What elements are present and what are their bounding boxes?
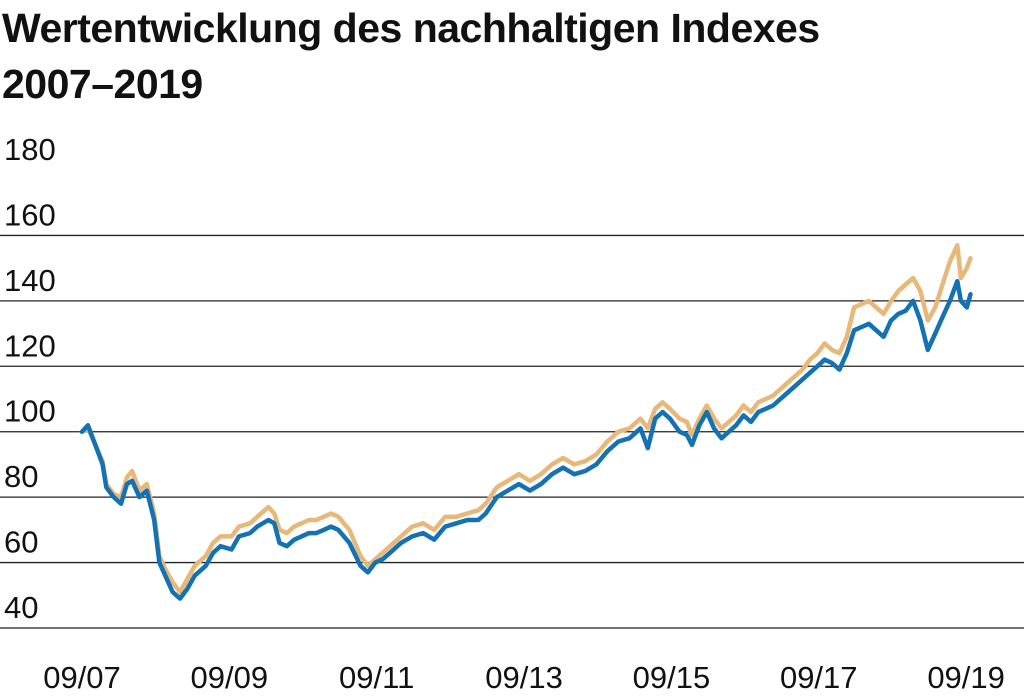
series-lines [79, 242, 973, 601]
y-tick-label-40: 40 [4, 590, 38, 625]
y-tick-label-140: 140 [4, 263, 56, 298]
y-tick-label-120: 120 [4, 328, 56, 363]
chart-title-line: Wertentwicklung des nachhaltigen Indexes [2, 5, 820, 51]
gridlines [0, 234, 1024, 629]
x-tick-label-4: 09/15 [633, 660, 711, 695]
x-tick-label-6: 09/19 [927, 660, 1005, 695]
y-tick-label-60: 60 [4, 525, 38, 560]
chart-title: Wertentwicklung des nachhaltigen Indexes… [2, 0, 820, 112]
x-tick-label-1: 09/09 [191, 660, 269, 695]
x-axis-tick-labels: 09/07 09/09 09/11 09/13 09/15 09/17 09/19 [43, 660, 1005, 695]
x-tick-label-5: 09/17 [780, 660, 858, 695]
series-line-0 [79, 242, 973, 595]
y-tick-label-160: 160 [4, 197, 56, 232]
y-tick-label-180: 180 [4, 132, 56, 167]
x-tick-label-3: 09/13 [485, 660, 563, 695]
series-line-1 [79, 278, 973, 601]
y-axis-tick-labels: 40 60 80 100 120 140 160 180 [4, 132, 56, 625]
y-tick-label-80: 80 [4, 459, 38, 494]
x-tick-label-2: 09/11 [339, 660, 414, 695]
y-tick-label-100: 100 [4, 394, 56, 429]
chart-subtitle: 2007–2019 [2, 61, 203, 107]
x-tick-label-0: 09/07 [43, 660, 121, 695]
